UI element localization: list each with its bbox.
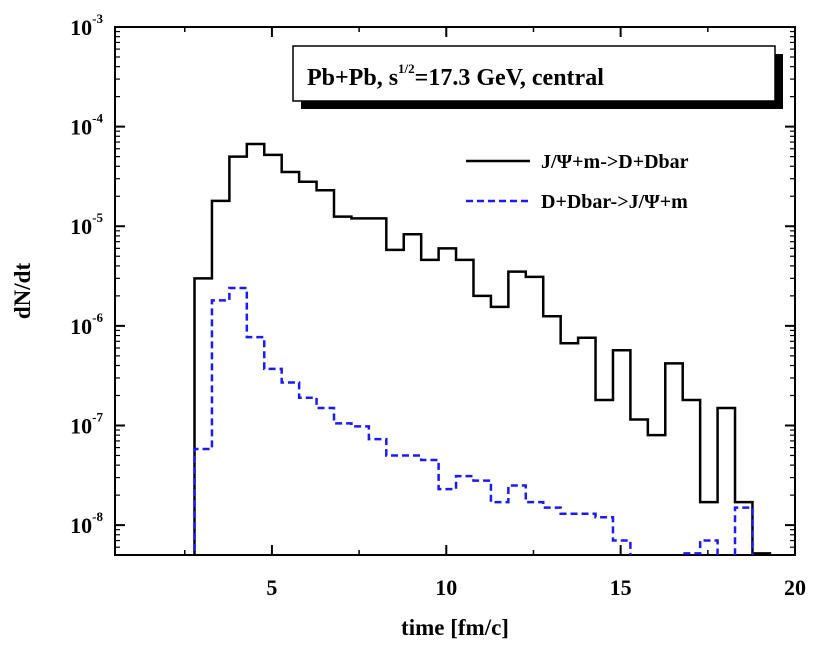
x-axis-title: time [fm/c] bbox=[401, 615, 509, 640]
annotation-frame bbox=[292, 45, 776, 102]
axis-ticks bbox=[115, 26, 796, 555]
x-tick-label: 10 bbox=[435, 575, 457, 600]
y-tick-base: 10 bbox=[70, 115, 92, 140]
y-tick-base: 10 bbox=[70, 513, 92, 538]
legend: J/Ψ+m->D+Dbar D+Dbar->J/Ψ+m bbox=[466, 151, 689, 213]
y-tick-exp: -6 bbox=[92, 310, 103, 325]
y-tick-label: 10-7 bbox=[70, 409, 103, 438]
annotation-post: =17.3 GeV, central bbox=[415, 65, 605, 91]
series-dissociation-line bbox=[193, 142, 772, 555]
y-tick-label: 10-6 bbox=[70, 310, 103, 339]
y-tick-label: 10-8 bbox=[70, 509, 103, 538]
series-layer bbox=[193, 142, 772, 555]
y-tick-base: 10 bbox=[70, 314, 92, 339]
x-tick-label: 20 bbox=[784, 575, 806, 600]
legend-label-regeneration: D+Dbar->J/Ψ+m bbox=[541, 191, 688, 213]
y-tick-exp: -7 bbox=[92, 409, 103, 424]
annotation-text: Pb+Pb, s1/2=17.3 GeV, central bbox=[307, 61, 604, 91]
x-tick-label: 5 bbox=[266, 575, 277, 600]
plot-frame bbox=[114, 26, 796, 556]
y-tick-base: 10 bbox=[70, 15, 92, 40]
y-tick-label: 10-4 bbox=[70, 111, 103, 140]
annotation-sup: 1/2 bbox=[398, 61, 415, 76]
y-tick-base: 10 bbox=[70, 214, 92, 239]
y-axis-title: dN/dt bbox=[10, 263, 35, 320]
annotation-pre: Pb+Pb, s bbox=[307, 65, 398, 91]
y-tick-label: 10-3 bbox=[70, 11, 103, 40]
y-tick-exp: -4 bbox=[92, 111, 103, 126]
y-tick-base: 10 bbox=[70, 413, 92, 438]
legend-label-dissociation: J/Ψ+m->D+Dbar bbox=[541, 151, 689, 173]
x-tick-label: 15 bbox=[610, 575, 632, 600]
y-tick-exp: -3 bbox=[92, 11, 103, 26]
y-tick-exp: -8 bbox=[92, 509, 103, 524]
y-tick-exp: -5 bbox=[92, 210, 103, 225]
series-regeneration-line bbox=[193, 286, 754, 555]
annotation-box: Pb+Pb, s1/2=17.3 GeV, central bbox=[292, 45, 783, 109]
y-tick-label: 10-5 bbox=[70, 210, 103, 239]
